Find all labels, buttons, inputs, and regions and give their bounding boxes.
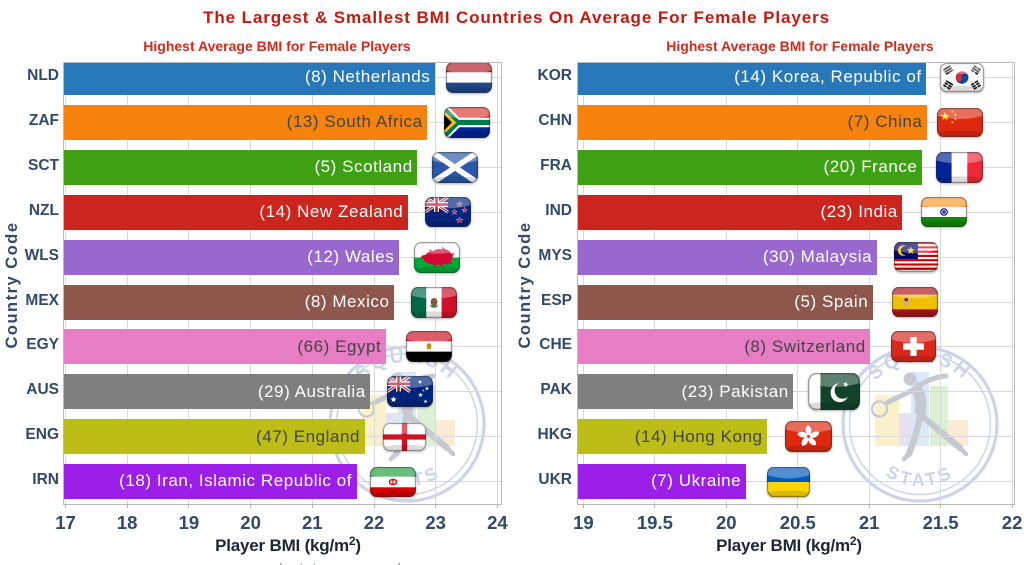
svg-text:STATS: STATS <box>882 462 956 491</box>
